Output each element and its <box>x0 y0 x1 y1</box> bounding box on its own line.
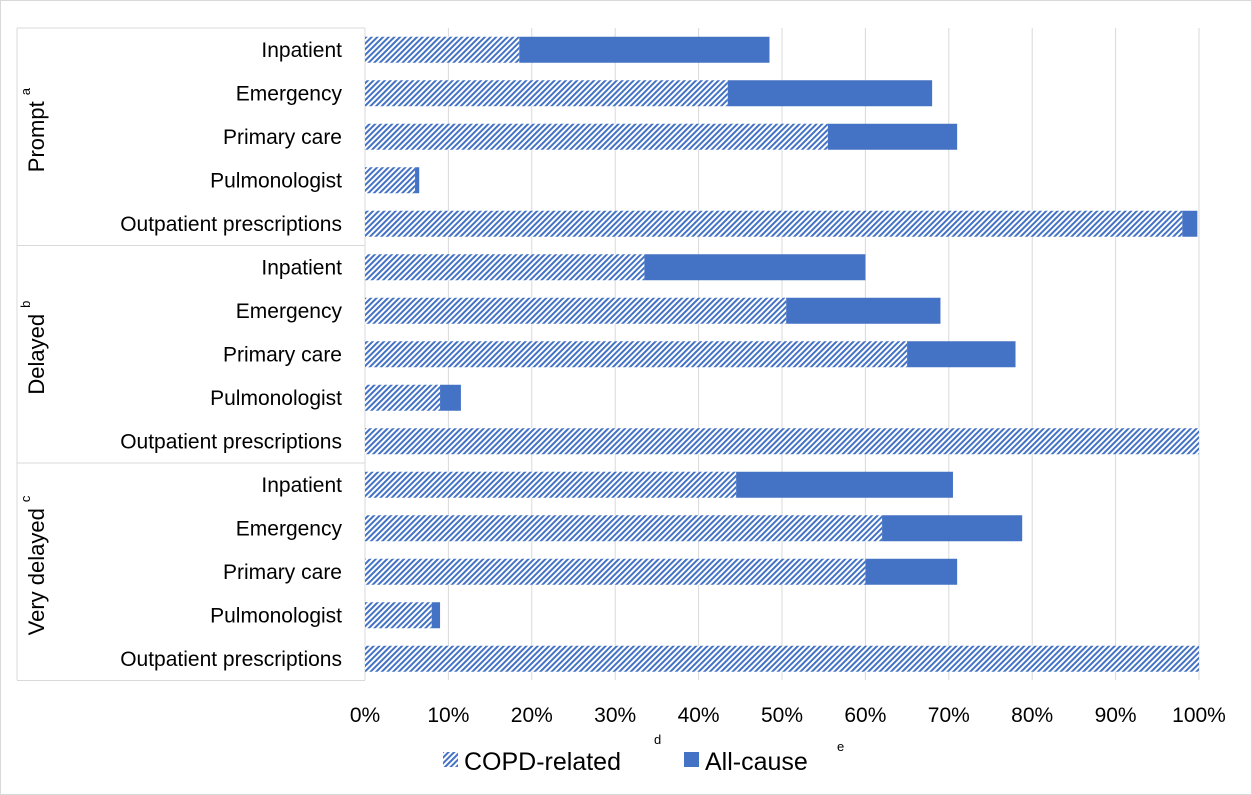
legend-swatch-copd-related <box>443 752 458 767</box>
x-tick-label: 10% <box>427 704 469 727</box>
bar-copd-related <box>365 515 883 542</box>
bar-all-cause <box>727 80 933 107</box>
legend-superscript-copd-related: d <box>654 732 661 747</box>
bar-all-cause <box>431 602 441 629</box>
x-tick-label: 50% <box>761 704 803 727</box>
group-superscript: a <box>18 87 33 95</box>
bar-all-cause <box>786 297 941 324</box>
x-tick-label: 90% <box>1095 704 1137 727</box>
x-tick-label: 20% <box>511 704 553 727</box>
legend-label-all-cause: All-cause <box>705 748 808 776</box>
category-label: Emergency <box>236 300 343 323</box>
group-label: Prompt <box>24 101 49 172</box>
category-label: Pulmonologist <box>210 169 342 192</box>
group-superscript: c <box>18 495 33 502</box>
category-label: Inpatient <box>261 256 342 279</box>
x-tick-label: 70% <box>928 704 970 727</box>
category-label: Primary care <box>223 126 342 149</box>
group-superscript: b <box>18 301 33 308</box>
bar-all-cause <box>415 167 420 194</box>
bar-all-cause <box>519 36 770 63</box>
bar-copd-related <box>365 471 737 498</box>
bar-copd-related <box>365 602 432 629</box>
x-tick-label: 40% <box>678 704 720 727</box>
bar-all-cause <box>644 254 866 281</box>
x-tick-label: 80% <box>1011 704 1053 727</box>
bar-copd-related <box>365 123 828 150</box>
bar-all-cause <box>440 384 461 411</box>
x-tick-label: 30% <box>594 704 636 727</box>
bar-copd-related <box>365 384 441 411</box>
category-label: Outpatient prescriptions <box>120 430 342 453</box>
category-label: Emergency <box>236 82 343 105</box>
bar-all-cause <box>736 471 953 498</box>
x-tick-label: 0% <box>350 704 380 727</box>
group-label: Delayed <box>24 314 49 395</box>
category-label: Outpatient prescriptions <box>120 648 342 671</box>
x-tick-label: 60% <box>844 704 886 727</box>
bar-copd-related <box>365 167 416 194</box>
bar-copd-related <box>365 645 1199 672</box>
x-tick-label: 100% <box>1172 704 1226 727</box>
category-label: Primary care <box>223 561 342 584</box>
bar-copd-related <box>365 254 645 281</box>
legend-label-copd-related: COPD-related <box>464 748 621 776</box>
legend-superscript-all-cause: e <box>837 739 844 754</box>
category-label: Outpatient prescriptions <box>120 213 342 236</box>
category-label: Primary care <box>223 343 342 366</box>
category-label: Pulmonologist <box>210 604 342 627</box>
bar-copd-related <box>365 80 728 107</box>
bar-copd-related <box>365 428 1199 455</box>
category-label: Inpatient <box>261 39 342 62</box>
bar-all-cause <box>907 341 1016 368</box>
bar-all-cause <box>882 515 1023 542</box>
category-label: Pulmonologist <box>210 387 342 410</box>
bar-copd-related <box>365 558 866 585</box>
legend: COPD-related d All-cause e <box>443 732 844 776</box>
group-label: Very delayed <box>24 508 49 635</box>
bar-copd-related <box>365 210 1183 237</box>
bar-copd-related <box>365 297 787 324</box>
bar-copd-related <box>365 341 908 368</box>
bar-all-cause <box>1182 210 1198 237</box>
bar-all-cause <box>827 123 958 150</box>
bar-copd-related <box>365 36 520 63</box>
category-label: Emergency <box>236 517 343 540</box>
bar-all-cause <box>865 558 958 585</box>
category-label: Inpatient <box>261 474 342 497</box>
legend-swatch-all-cause <box>684 752 699 767</box>
